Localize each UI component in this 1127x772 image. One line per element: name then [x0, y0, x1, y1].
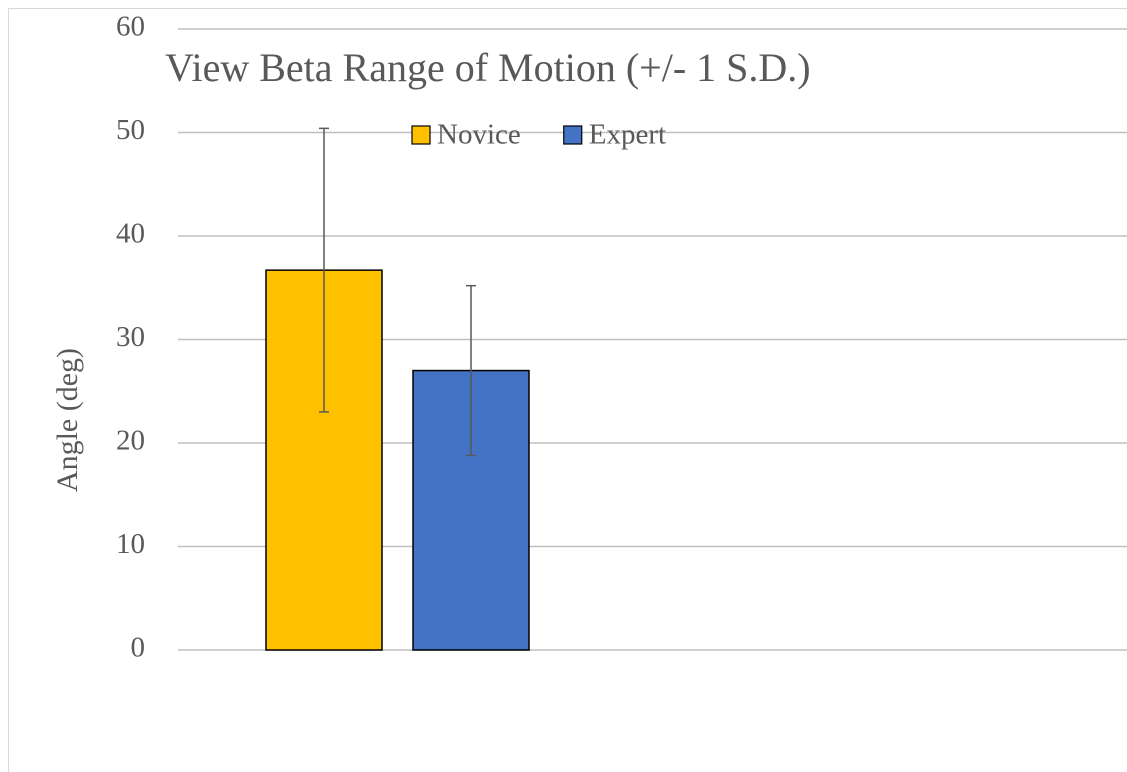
y-tick-label: 20	[116, 425, 145, 457]
y-tick-label: 30	[116, 321, 145, 353]
y-tick-label: 50	[116, 114, 145, 146]
legend-label: Novice	[437, 119, 521, 151]
chart-border	[8, 8, 1127, 772]
y-tick-label: 40	[116, 218, 145, 250]
chart-title: View Beta Range of Motion (+/- 1 S.D.)	[165, 45, 811, 90]
y-tick-label: 0	[131, 632, 146, 664]
y-tick-label: 60	[116, 11, 145, 43]
legend-swatch	[563, 125, 583, 145]
legend-label: Expert	[589, 119, 666, 151]
y-tick-label: 10	[116, 528, 145, 560]
legend-swatch	[411, 125, 431, 145]
y-axis-label: Angle (deg)	[51, 348, 84, 492]
